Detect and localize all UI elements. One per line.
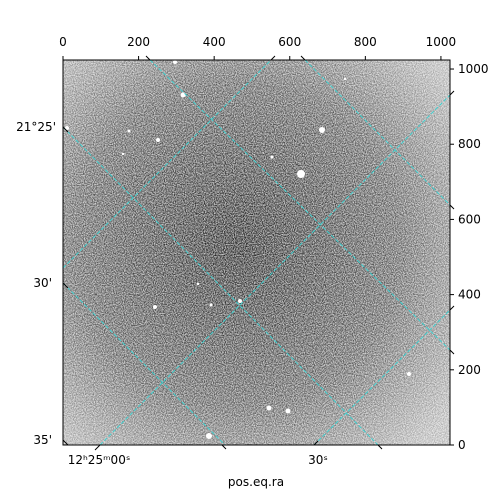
- stars: [65, 60, 411, 439]
- coordinate-grid: [63, 60, 450, 445]
- frame: [62, 59, 451, 446]
- x-tick-label: 200: [127, 35, 150, 49]
- y-tick-label: 400: [458, 288, 481, 302]
- x-tick-label: 400: [203, 35, 226, 49]
- y-tick-label: 1000: [458, 62, 489, 76]
- coord-grid-line: [63, 60, 272, 269]
- dec-tick-label: 30': [33, 276, 52, 290]
- x-axis-label: pos.eq.ra: [228, 475, 284, 489]
- coord-grid-line: [63, 126, 379, 445]
- x-tick-label: 800: [354, 35, 377, 49]
- coord-grid-line: [313, 309, 450, 445]
- dec-tick-label: 35': [33, 433, 52, 447]
- y-tick-label: 200: [458, 363, 481, 377]
- x-tick-label: 0: [59, 35, 67, 49]
- dec-tick-label: 21°25': [16, 120, 56, 134]
- coord-grid-line: [99, 94, 450, 445]
- coord-grid-line: [63, 282, 226, 445]
- x-tick-label: 600: [278, 35, 301, 49]
- y-tick-label: 600: [458, 212, 481, 226]
- coord-grid-line: [304, 60, 450, 206]
- y-tick-label: 800: [458, 137, 481, 151]
- coord-grid-line: [149, 60, 450, 351]
- world-ticks: [62, 55, 455, 451]
- ra-tick-label: 12ʰ25ᵐ00ˢ: [68, 453, 131, 467]
- x-tick-label: 1000: [426, 35, 457, 49]
- sky-image: [63, 60, 450, 445]
- y-tick-label: 0: [458, 438, 466, 452]
- ra-tick-label: 30ˢ: [308, 453, 328, 467]
